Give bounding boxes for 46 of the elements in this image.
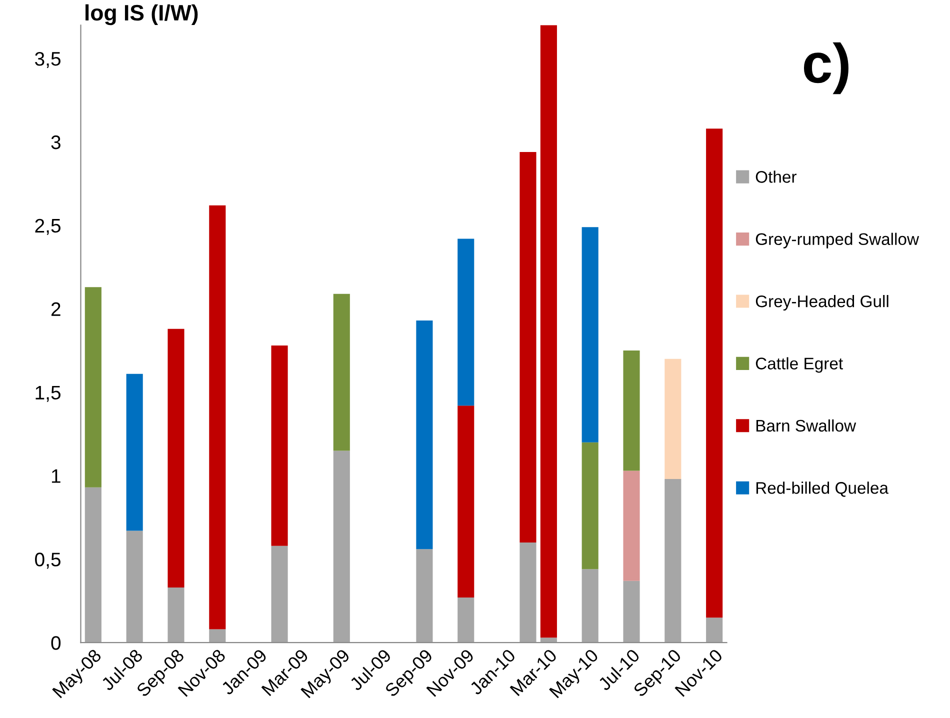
bar [540, 25, 557, 638]
bar [623, 470, 640, 581]
bar [458, 406, 474, 598]
bar [416, 320, 433, 550]
bar [520, 542, 536, 643]
bar [458, 238, 474, 406]
y-tick-label: 1,5 [36, 386, 60, 402]
y-tick-label: 1 [52, 469, 60, 483]
legend-label: Red-billed Quelea [756, 482, 888, 497]
bar [271, 346, 288, 546]
y-tick-label: 2,5 [35, 218, 60, 235]
bar [582, 442, 598, 570]
legend-label: Barn Swallow [756, 419, 856, 432]
bar [582, 227, 598, 442]
bar [333, 294, 350, 451]
bar [168, 588, 184, 643]
bar [126, 530, 143, 643]
bar [664, 358, 682, 480]
bar [706, 618, 723, 643]
bar [623, 350, 640, 471]
bar [209, 629, 226, 643]
bar [209, 205, 226, 630]
y-tick-label: 3,5 [35, 52, 60, 68]
y-axis-title: log IS (I/W) [86, 4, 198, 26]
bar [84, 487, 102, 643]
bar [333, 450, 350, 643]
bar [84, 287, 102, 488]
bar [271, 546, 288, 643]
bar [416, 549, 433, 643]
y-tick-label: 3 [51, 135, 60, 150]
text: c) [804, 42, 848, 94]
y-tick-label: 0,5 [35, 552, 60, 569]
y-tick-label: 2 [51, 302, 60, 316]
bar [458, 598, 474, 643]
bar [168, 328, 184, 588]
bar [706, 128, 723, 618]
legend-label: Grey-rumped Swallow [756, 232, 920, 248]
y-tick-label: 0 [51, 636, 61, 650]
bar [126, 374, 143, 531]
legend-label: Cattle Egret [756, 357, 843, 373]
legend-label: Grey-Headed Gull [756, 295, 888, 311]
bar [664, 479, 682, 643]
bar [520, 152, 536, 542]
bar [623, 580, 640, 643]
bar [582, 569, 598, 643]
legend-label: Other [756, 170, 796, 183]
